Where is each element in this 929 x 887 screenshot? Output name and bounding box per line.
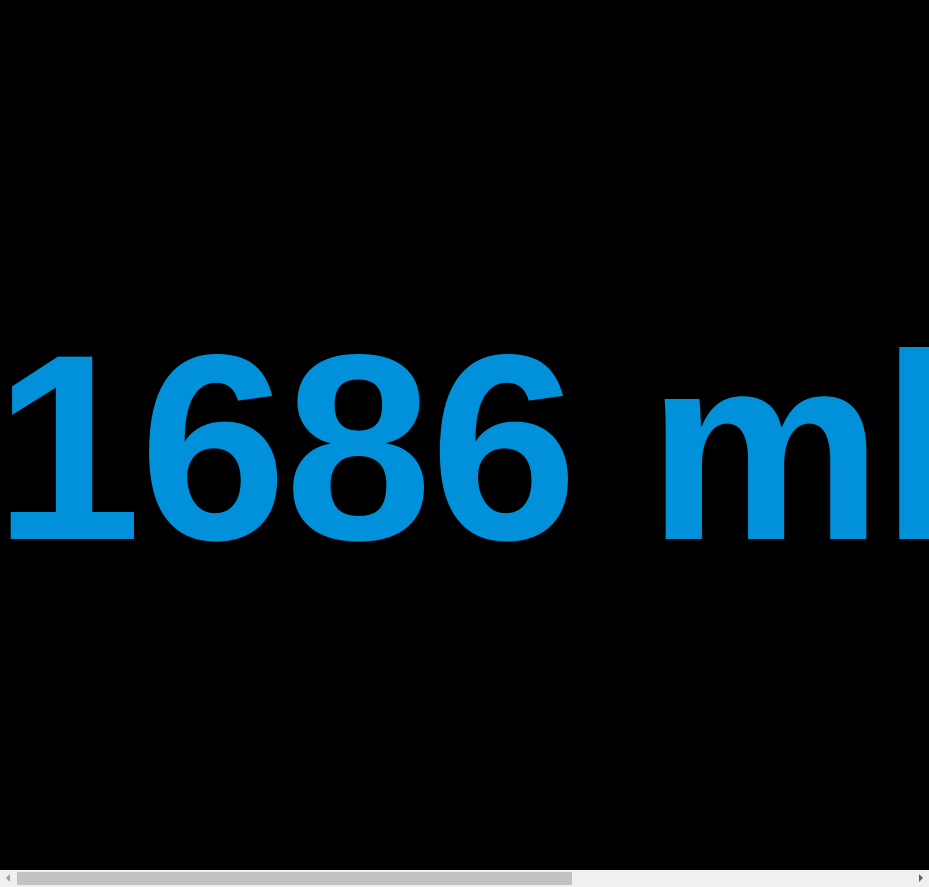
arrow-right-icon [919, 874, 923, 882]
volume-readout: 1686 ml [0, 300, 929, 596]
horizontal-scrollbar[interactable] [0, 870, 929, 887]
scrollbar-thumb[interactable] [17, 872, 572, 885]
scrollbar-track[interactable] [17, 870, 912, 887]
scroll-left-button[interactable] [0, 870, 17, 887]
arrow-left-icon [6, 874, 10, 882]
scroll-right-button[interactable] [912, 870, 929, 887]
